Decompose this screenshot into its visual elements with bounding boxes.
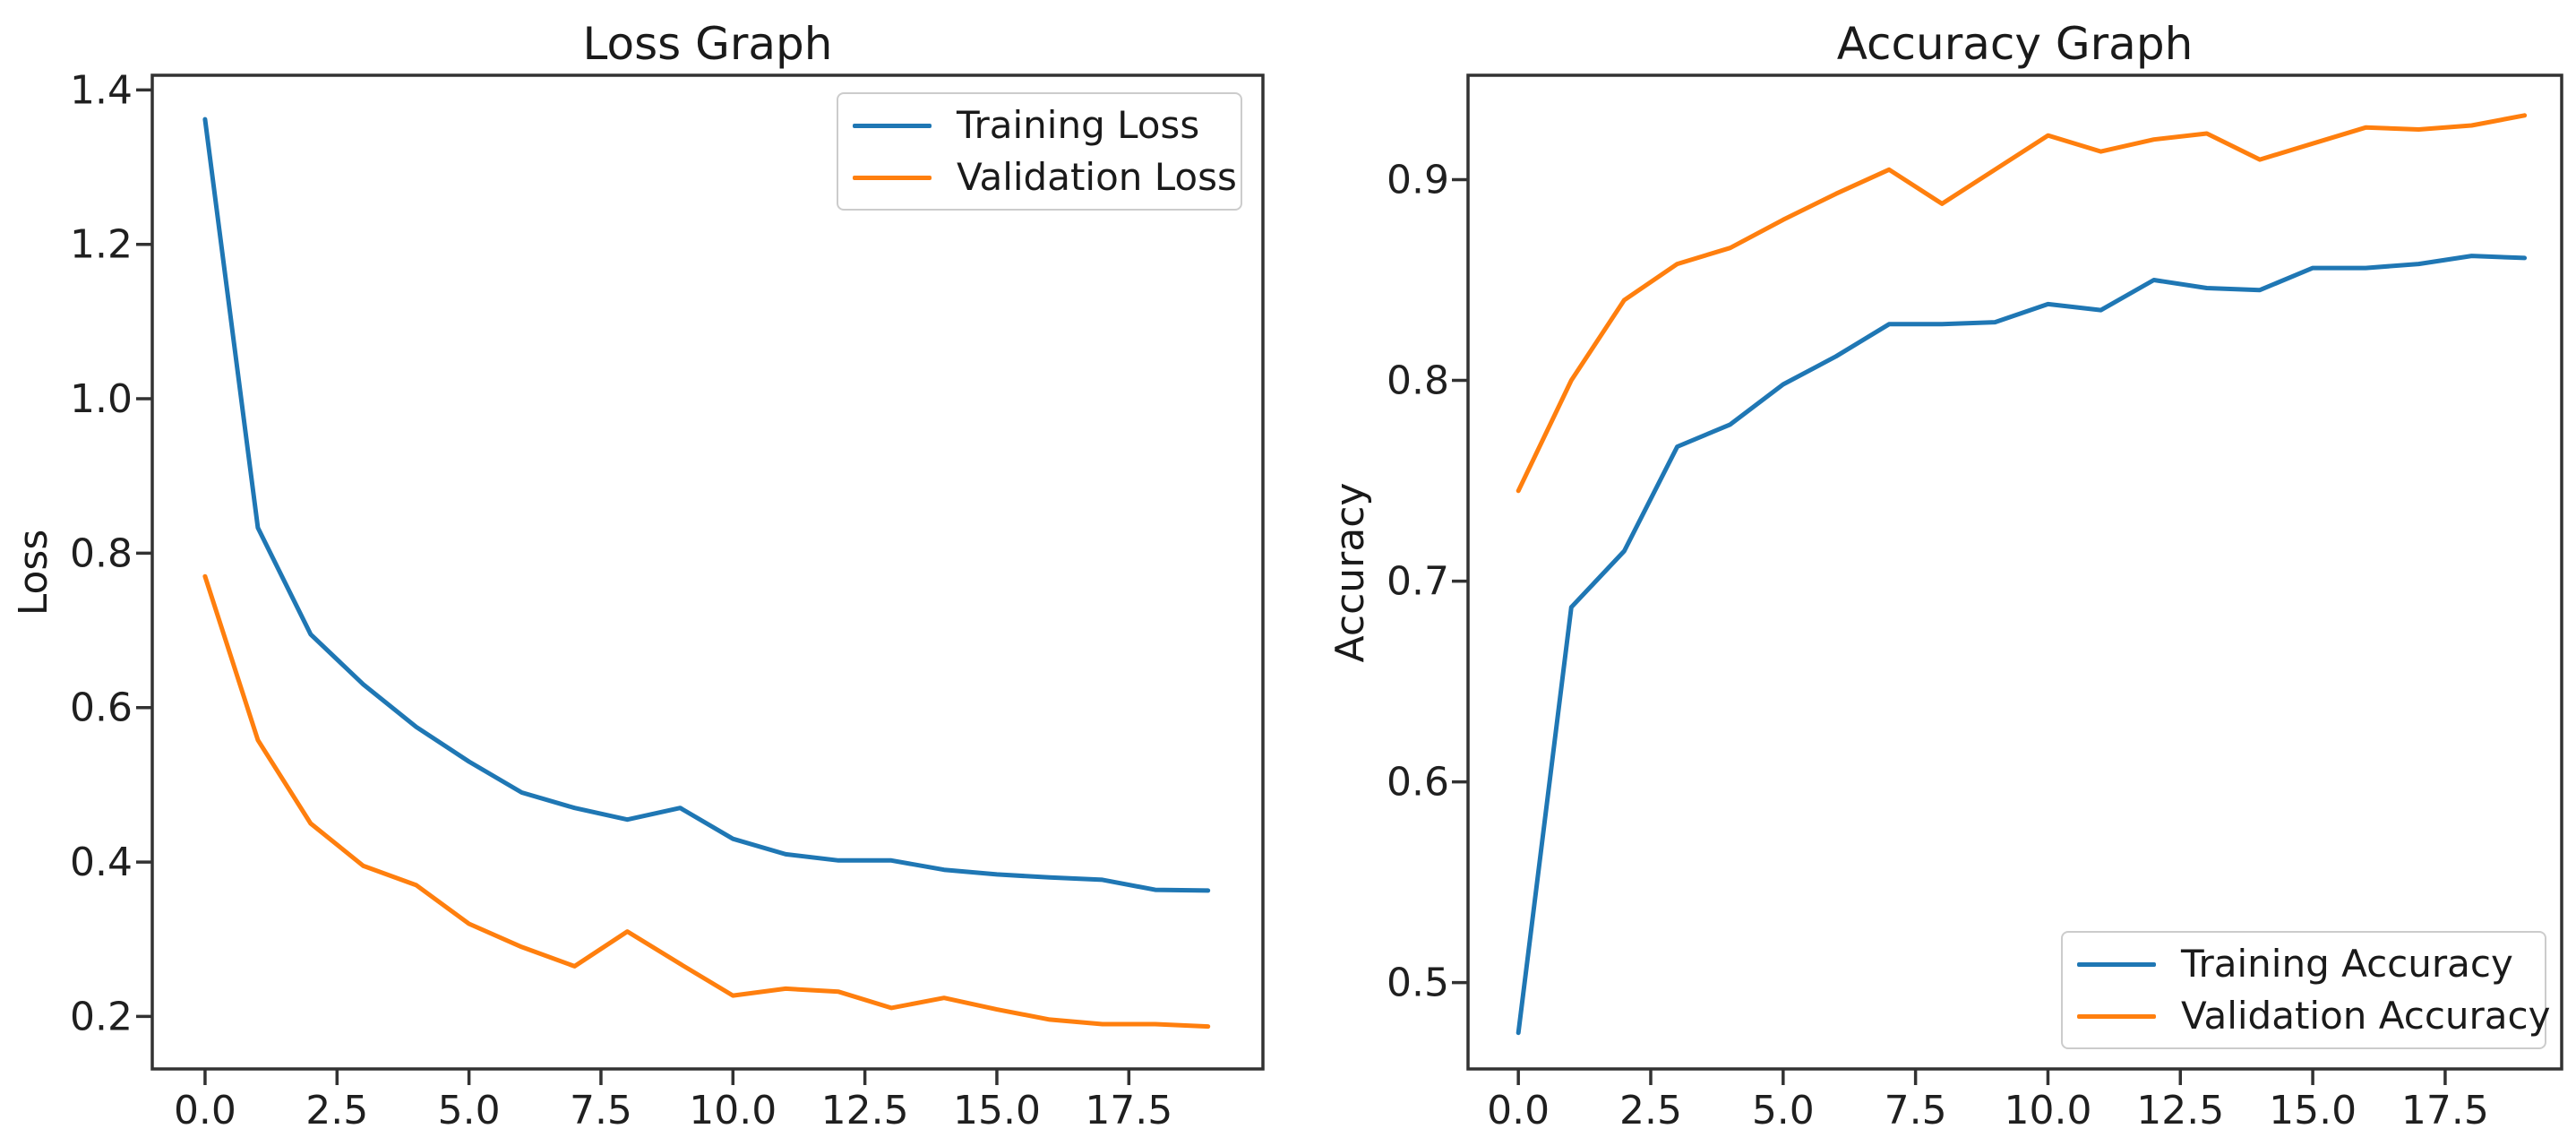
training-loss-swatch [853,123,932,128]
x-tick-label: 12.5 [821,1088,909,1133]
training-accuracy-line [1516,254,2528,1036]
x-tick-label: 2.5 [305,1088,368,1133]
y-tick-label: 0.2 [70,994,133,1039]
loss-legend: Training Loss Validation Loss [837,92,1242,211]
legend-item-training-loss: Training Loss [853,107,1226,144]
y-tick-label: 0.6 [70,685,133,731]
x-tick-label: 2.5 [1619,1088,1682,1133]
validation-loss-swatch [853,175,932,180]
accuracy-legend: Training Accuracy Validation Accuracy [2061,931,2551,1049]
y-tick-label: 0.6 [1387,760,1449,806]
x-tick-label: 10.0 [2004,1088,2091,1133]
validation-accuracy-swatch [2077,1013,2156,1019]
y-tick-label: 0.8 [1387,358,1449,404]
x-tick-label: 0.0 [1487,1088,1550,1133]
y-tick-label: 0.9 [1387,158,1449,203]
training-loss-line [202,116,1211,893]
x-tick-label: 15.0 [953,1088,1041,1133]
y-tick-label: 1.2 [70,222,133,268]
x-tick-label: 17.5 [1085,1088,1172,1133]
axes-frame [150,73,1265,1071]
x-tick-label: 0.0 [174,1088,236,1133]
x-tick-label: 7.5 [570,1088,632,1133]
legend-item-training-accuracy: Training Accuracy [2077,945,2530,983]
y-tick-label: 1.0 [70,376,133,422]
x-tick-label: 15.0 [2269,1088,2357,1133]
accuracy-y-axis-label: Accuracy [1327,482,1373,663]
training-accuracy-swatch [2077,961,2156,967]
x-tick-label: 5.0 [1752,1088,1815,1133]
validation-loss-legend-label: Validation Loss [957,155,1237,199]
x-tick-label: 10.0 [689,1088,777,1133]
training-accuracy-legend-label: Training Accuracy [2181,942,2513,986]
loss-chart-title: Loss Graph [582,18,833,70]
y-tick-label: 0.5 [1387,961,1449,1006]
axes-frame [1466,73,2563,1071]
y-tick-label: 0.8 [70,530,133,576]
y-tick-label: 0.7 [1387,559,1449,605]
accuracy-chart-title: Accuracy Graph [1836,18,2194,70]
training-loss-legend-label: Training Loss [957,103,1200,147]
x-tick-label: 5.0 [438,1088,501,1133]
x-tick-label: 12.5 [2136,1088,2224,1133]
loss-y-axis-label: Loss [11,529,56,616]
y-tick-label: 1.4 [70,67,133,113]
validation-accuracy-line [1516,113,2528,494]
validation-loss-line [202,573,1211,1030]
x-tick-label: 17.5 [2401,1088,2489,1133]
y-tick-label: 0.4 [70,840,133,885]
validation-accuracy-legend-label: Validation Accuracy [2181,994,2551,1038]
legend-item-validation-accuracy: Validation Accuracy [2077,997,2551,1035]
x-tick-label: 7.5 [1885,1088,1947,1133]
legend-item-validation-loss: Validation Loss [853,159,1237,196]
